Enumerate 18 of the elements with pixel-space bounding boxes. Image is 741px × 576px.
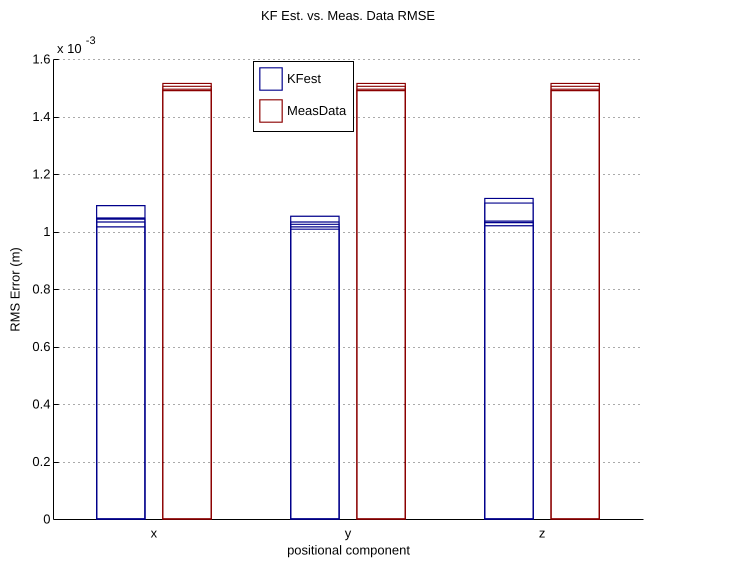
text: x 10-3	[57, 35, 96, 56]
y-tick-label: 0.2	[32, 454, 50, 469]
y-tick-label: 0	[43, 512, 50, 526]
y-tick-label: 0.4	[32, 396, 50, 412]
chart-title: KF Est. vs. Meas. Data RMSE	[260, 8, 436, 23]
x-tick-label: y	[344, 526, 352, 540]
legend-label: MeasData	[287, 103, 348, 118]
y-tick-label: 1	[43, 224, 50, 239]
y-tick-label: 1.6	[32, 52, 50, 66]
x-tick-label: x	[150, 526, 158, 540]
x-axis-title: positional component	[287, 542, 410, 558]
y-tick-label: 1.4	[32, 109, 50, 124]
y-tick-label: 1.2	[32, 166, 50, 182]
y-tick-label: 0.8	[32, 282, 50, 296]
y-axis-title: RMS Error (m)	[7, 247, 22, 332]
x-tick-label: z	[538, 526, 546, 540]
y-tick-label: 0.6	[32, 339, 50, 354]
legend-label: KFest	[287, 71, 322, 86]
